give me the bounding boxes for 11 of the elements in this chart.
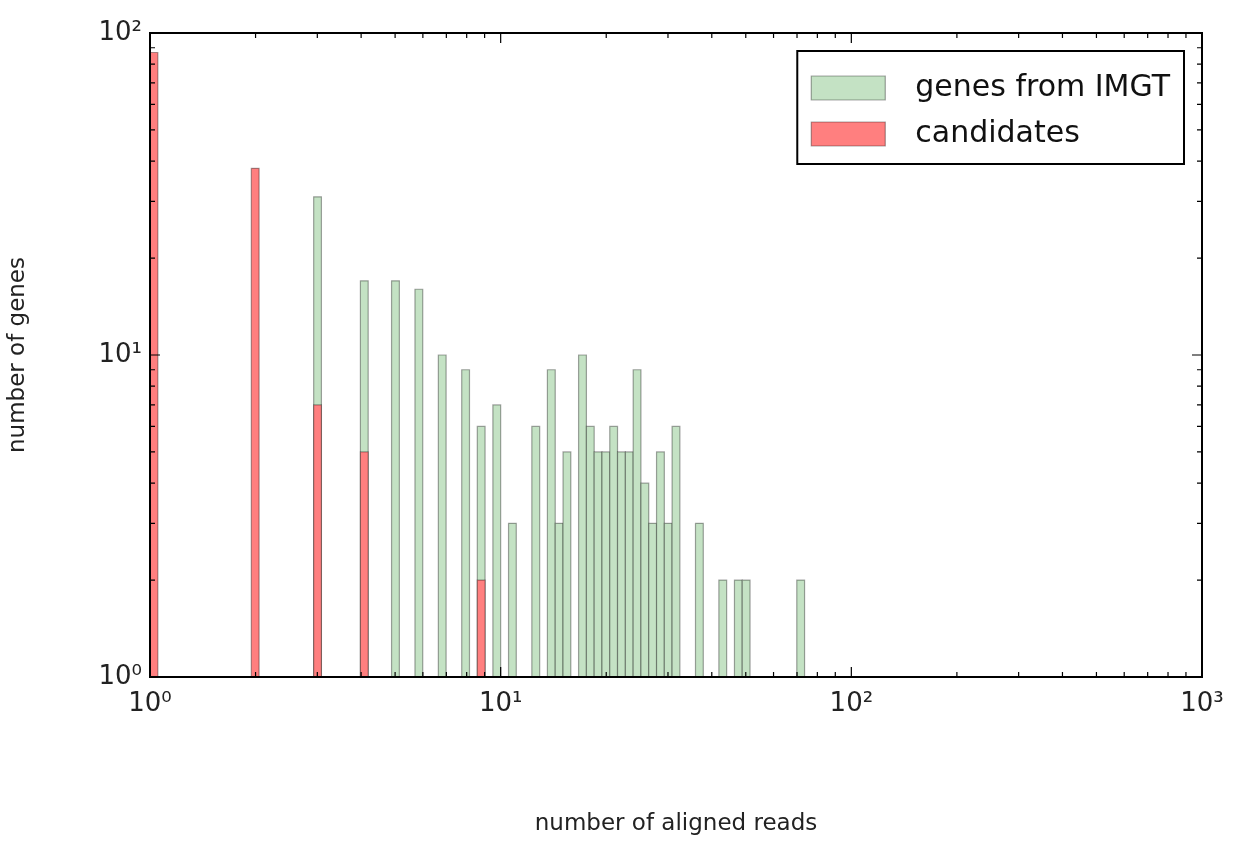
x-tick-label: 10⁰ (128, 687, 172, 718)
x-tick-label: 10² (829, 687, 874, 718)
y-tick-label: 10¹ (98, 337, 142, 368)
y-axis-title: number of genes (2, 256, 29, 454)
y-tick-label: 10² (98, 15, 142, 46)
x-axis-title: number of aligned reads (534, 809, 818, 836)
x-tick-label: 10³ (1180, 687, 1224, 718)
y-tick-label: 10⁰ (98, 659, 142, 690)
legend-label: candidates (915, 113, 1080, 149)
legend-label: genes from IMGT (915, 67, 1171, 103)
x-tick-label: 10¹ (478, 687, 523, 718)
